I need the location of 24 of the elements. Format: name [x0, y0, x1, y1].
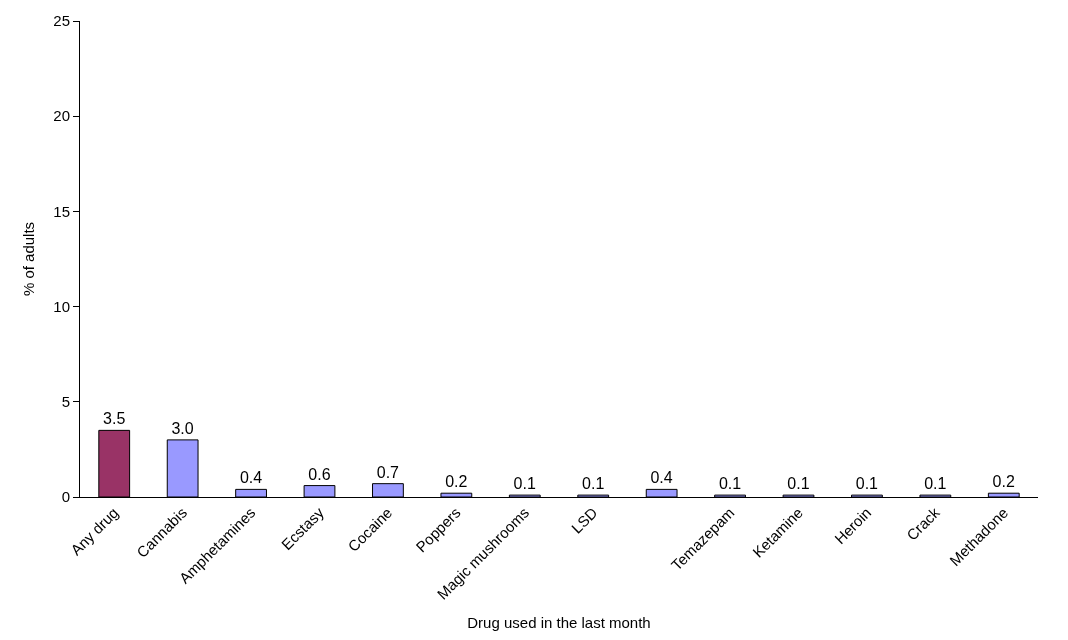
y-tick-label: 0 — [61, 488, 70, 506]
x-tick-label: LSD — [567, 503, 601, 537]
data-label: 3.0 — [171, 419, 194, 437]
data-label: 0.1 — [718, 475, 742, 493]
data-label: 0.4 — [239, 469, 263, 487]
data-label: 0.1 — [787, 475, 810, 493]
data-label: 0.1 — [582, 475, 605, 493]
data-label: 0.2 — [445, 473, 468, 491]
y-tick-label: 20 — [53, 107, 70, 125]
data-label: 3.5 — [103, 410, 126, 428]
y-tick-label: 25 — [53, 12, 70, 30]
y-tick-label: 5 — [61, 393, 70, 411]
data-label: 0.1 — [513, 475, 536, 493]
data-label: 0.6 — [308, 465, 331, 483]
data-label: 0.2 — [992, 473, 1015, 491]
data-label: 0.7 — [376, 463, 400, 481]
data-label: 0.4 — [650, 469, 673, 487]
y-axis-title: % of adults — [19, 221, 37, 297]
y-tick-label: 10 — [53, 297, 70, 315]
y-tick-label: 15 — [53, 202, 70, 220]
data-label: 0.1 — [855, 475, 879, 493]
data-label: 0.1 — [924, 475, 947, 493]
x-axis-title: Drug used in the last month — [467, 613, 651, 631]
x-tick-label: Any drug — [67, 503, 122, 559]
